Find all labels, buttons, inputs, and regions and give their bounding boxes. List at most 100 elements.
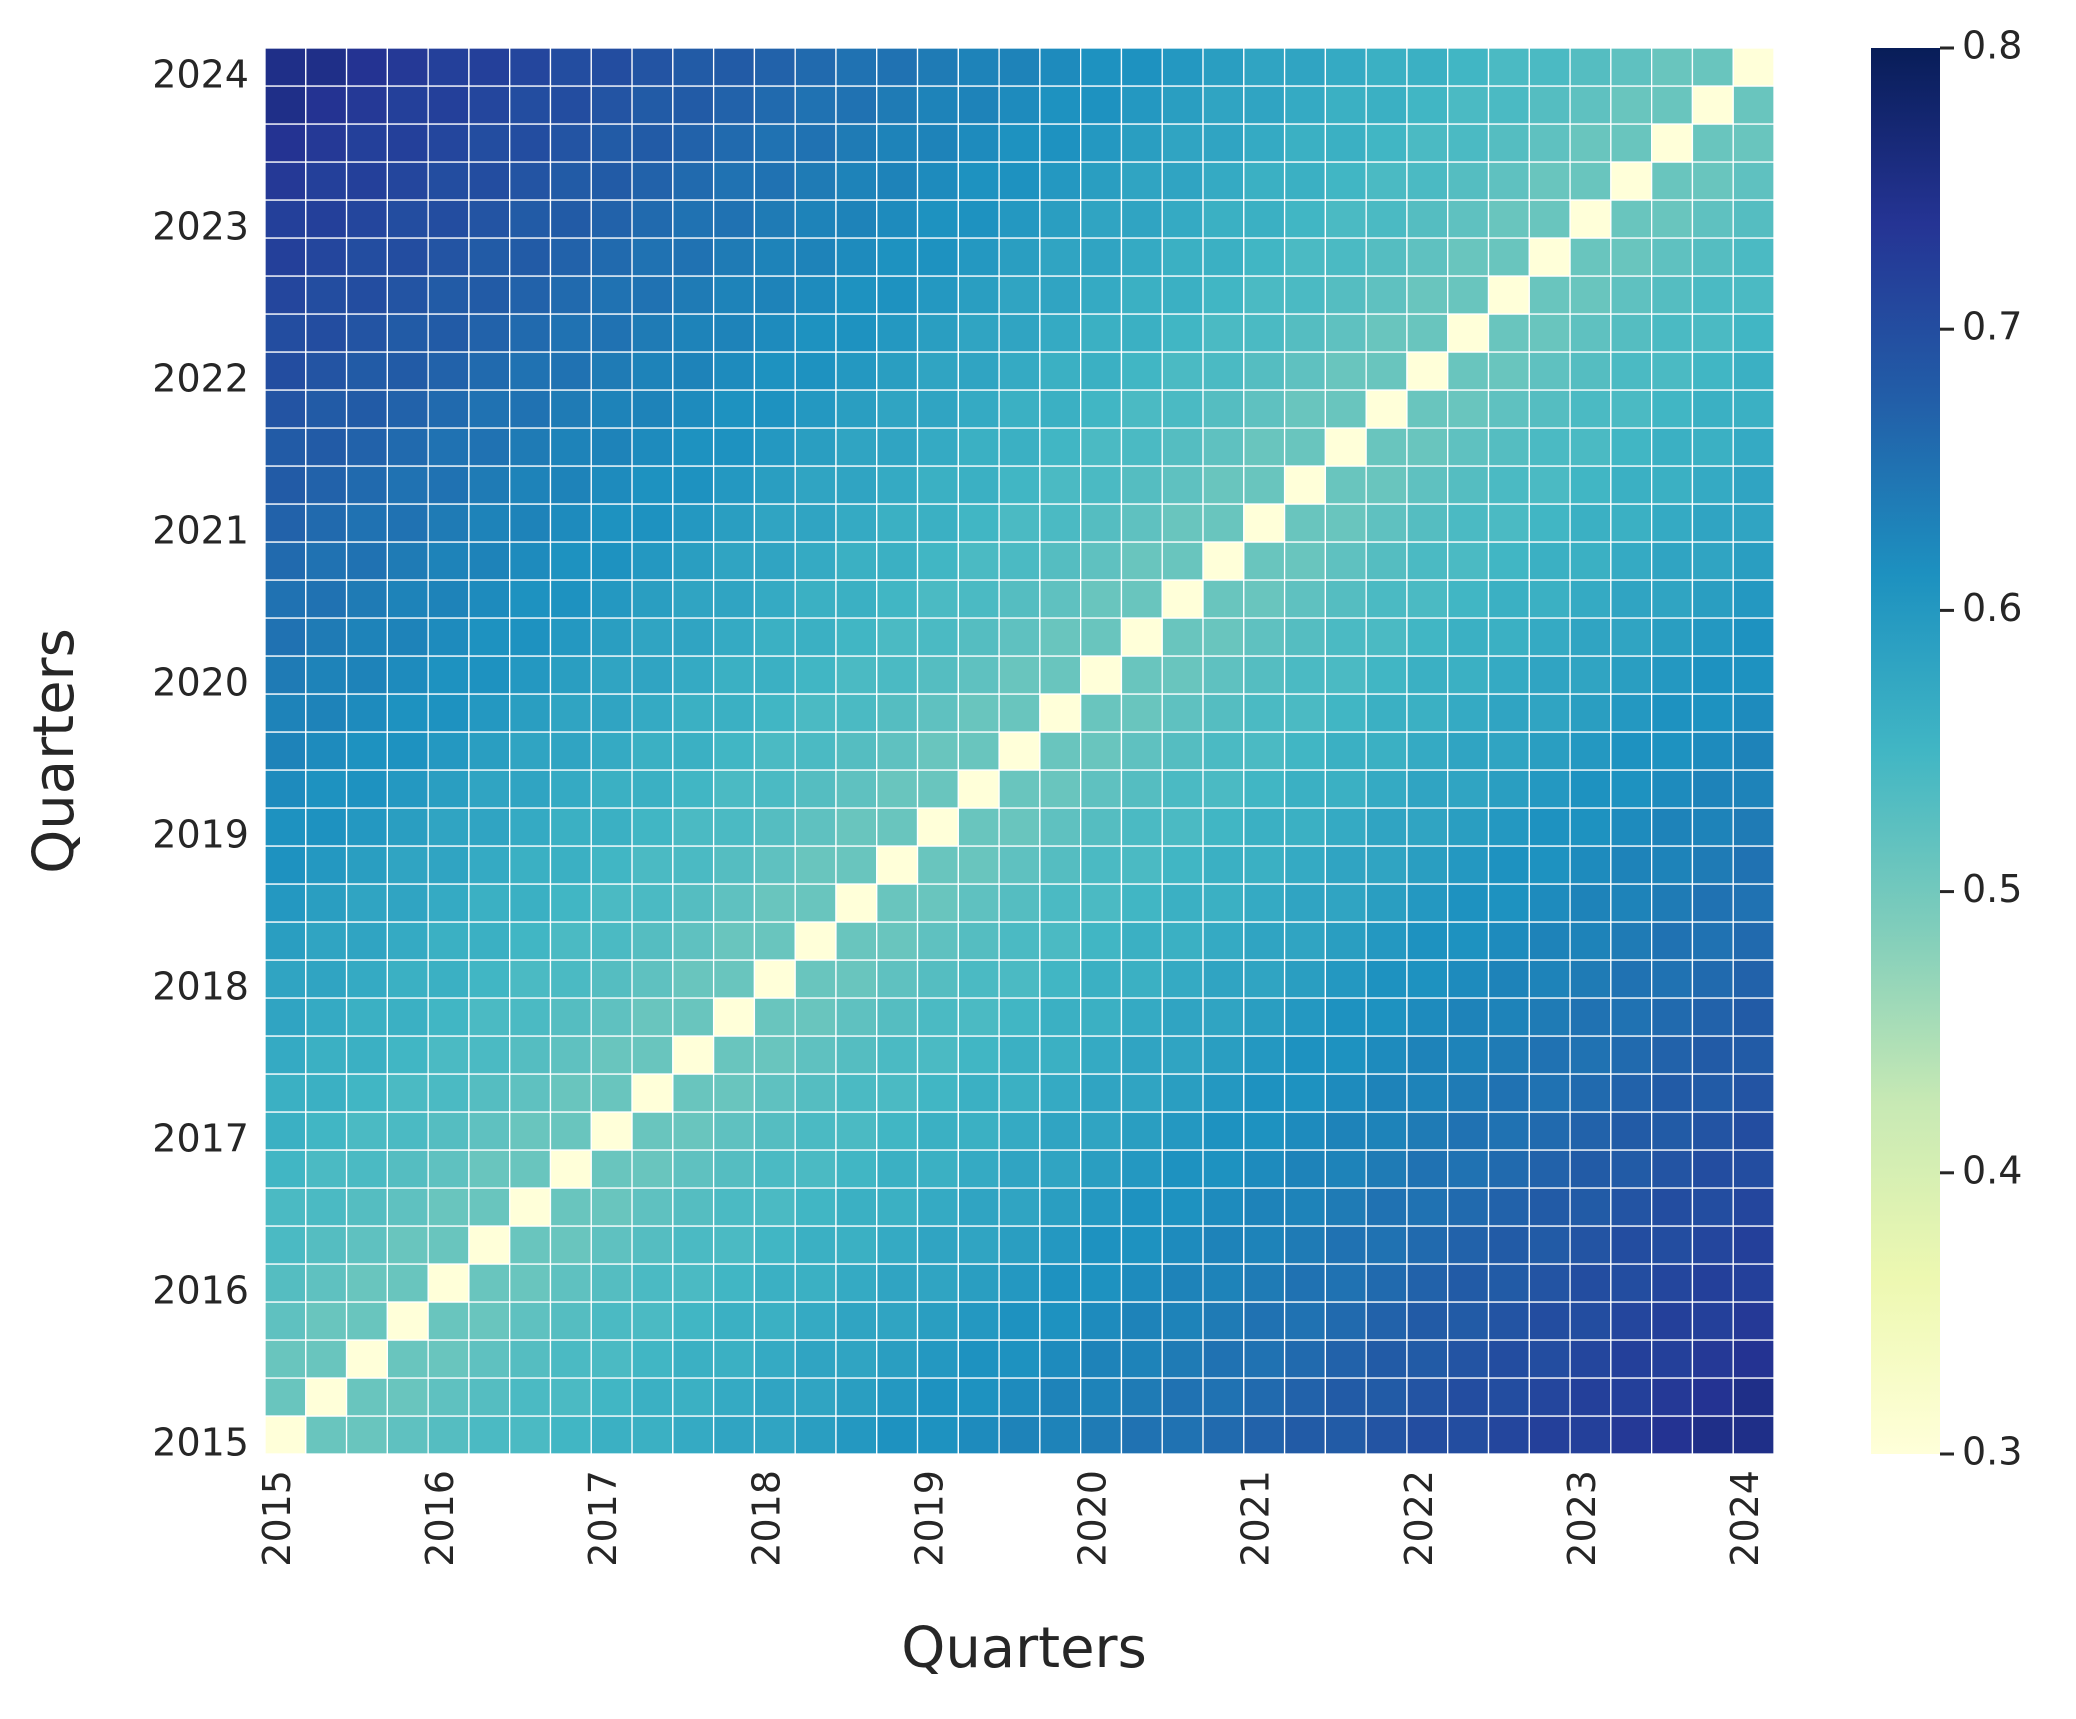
heatmap-cell <box>712 85 756 125</box>
heatmap-cell <box>835 731 878 771</box>
heatmap-cell <box>1324 123 1367 163</box>
heatmap-cell <box>1080 921 1123 961</box>
heatmap-cell <box>876 1149 919 1189</box>
heatmap-cell <box>1691 389 1734 429</box>
heatmap-cell <box>1447 1225 1490 1265</box>
heatmap-cell <box>1732 351 1775 391</box>
heatmap-cell <box>876 85 919 125</box>
heatmap-cell <box>1243 807 1286 847</box>
heatmap-cell <box>305 427 348 467</box>
heatmap-cell <box>549 465 592 505</box>
x-tick-label: 2015 <box>255 1470 299 1567</box>
heatmap-cell <box>305 1111 348 1151</box>
heatmap-cell <box>998 161 1041 201</box>
heatmap-cell <box>1447 997 1490 1037</box>
heatmap-cell <box>590 693 633 733</box>
heatmap-cell <box>672 1339 715 1379</box>
heatmap-cell <box>876 1301 919 1341</box>
heatmap-cell <box>549 845 592 885</box>
heatmap-cell <box>753 351 796 391</box>
heatmap-cell <box>264 1035 307 1075</box>
heatmap-cell <box>672 85 715 125</box>
heatmap-cell <box>1120 85 1163 125</box>
heatmap-cell <box>631 237 674 277</box>
heatmap-cell <box>386 655 429 695</box>
heatmap-cell <box>631 731 674 771</box>
heatmap-cell <box>1406 1111 1449 1151</box>
heatmap-cell <box>1080 1073 1123 1113</box>
heatmap-cell <box>549 1301 592 1341</box>
heatmap-cell <box>957 1339 1000 1379</box>
heatmap-cell <box>1691 161 1734 201</box>
heatmap-cell <box>876 959 919 999</box>
heatmap-cell <box>1202 237 1245 277</box>
heatmap-cell <box>1487 883 1530 923</box>
heatmap-cell <box>1080 1225 1123 1265</box>
heatmap-cell <box>305 1073 348 1113</box>
heatmap-cell <box>631 1339 674 1379</box>
heatmap-cell <box>1161 883 1204 923</box>
heatmap-cell <box>998 1073 1041 1113</box>
heatmap-cell <box>957 769 1000 809</box>
heatmap-cell <box>1324 351 1367 391</box>
heatmap-cell <box>1406 883 1449 923</box>
heatmap-cell <box>1161 693 1204 733</box>
heatmap-cell <box>876 1339 919 1379</box>
heatmap-cell <box>549 579 592 619</box>
heatmap-cell <box>305 1301 348 1341</box>
heatmap-cell <box>998 1263 1041 1303</box>
heatmap-cell <box>1610 769 1653 809</box>
heatmap-cell <box>1691 1263 1734 1303</box>
heatmap-cell <box>509 1073 552 1113</box>
heatmap-cell <box>1610 161 1653 201</box>
heatmap-cell <box>1447 883 1490 923</box>
heatmap-cell <box>1283 1263 1327 1303</box>
heatmap-cell <box>386 1415 429 1455</box>
heatmap-cell <box>1202 1073 1245 1113</box>
heatmap-cell <box>916 313 959 353</box>
heatmap-cell <box>1447 1035 1490 1075</box>
heatmap-cell <box>1487 427 1530 467</box>
heatmap-cell <box>590 161 633 201</box>
heatmap-cell <box>1120 1263 1163 1303</box>
heatmap-cell <box>1569 1263 1612 1303</box>
heatmap-cell <box>1365 1339 1408 1379</box>
heatmap-cell <box>876 47 919 87</box>
heatmap-cell <box>509 1263 552 1303</box>
heatmap-cell <box>835 807 878 847</box>
colorbar-tick-label: 0.7 <box>1962 305 2022 349</box>
heatmap-cell <box>876 1187 919 1227</box>
heatmap-cell <box>305 275 348 315</box>
heatmap-cell <box>1487 47 1530 87</box>
heatmap-cell <box>1569 997 1612 1037</box>
heatmap-cell <box>1528 769 1571 809</box>
heatmap-cell <box>345 351 389 391</box>
heatmap-cell <box>753 389 796 429</box>
heatmap-cell <box>631 313 674 353</box>
heatmap-cell <box>509 769 552 809</box>
heatmap-cell <box>998 199 1041 239</box>
heatmap-cell <box>427 199 470 239</box>
heatmap-cell <box>1324 997 1367 1037</box>
heatmap-cell <box>1691 769 1734 809</box>
heatmap-cell <box>916 731 959 771</box>
heatmap-cell <box>1569 807 1612 847</box>
heatmap-cell <box>549 1149 592 1189</box>
heatmap-cell <box>1120 275 1163 315</box>
heatmap-cell <box>1365 161 1408 201</box>
y-tick-label: 2017 <box>152 1117 249 1161</box>
heatmap-cell <box>1202 161 1245 201</box>
heatmap-cell <box>1039 123 1082 163</box>
heatmap-cell <box>1365 85 1408 125</box>
heatmap-cell <box>386 617 429 657</box>
heatmap-cell <box>1161 845 1204 885</box>
heatmap-cell <box>1569 1073 1612 1113</box>
heatmap-cell <box>590 997 633 1037</box>
y-tick-label: 2021 <box>152 509 249 553</box>
heatmap-cell <box>1691 997 1734 1037</box>
heatmap-cell <box>835 85 878 125</box>
heatmap-cell <box>1691 313 1734 353</box>
heatmap-cell <box>345 617 389 657</box>
heatmap-cell <box>1120 47 1163 87</box>
heatmap-cell <box>1406 237 1449 277</box>
